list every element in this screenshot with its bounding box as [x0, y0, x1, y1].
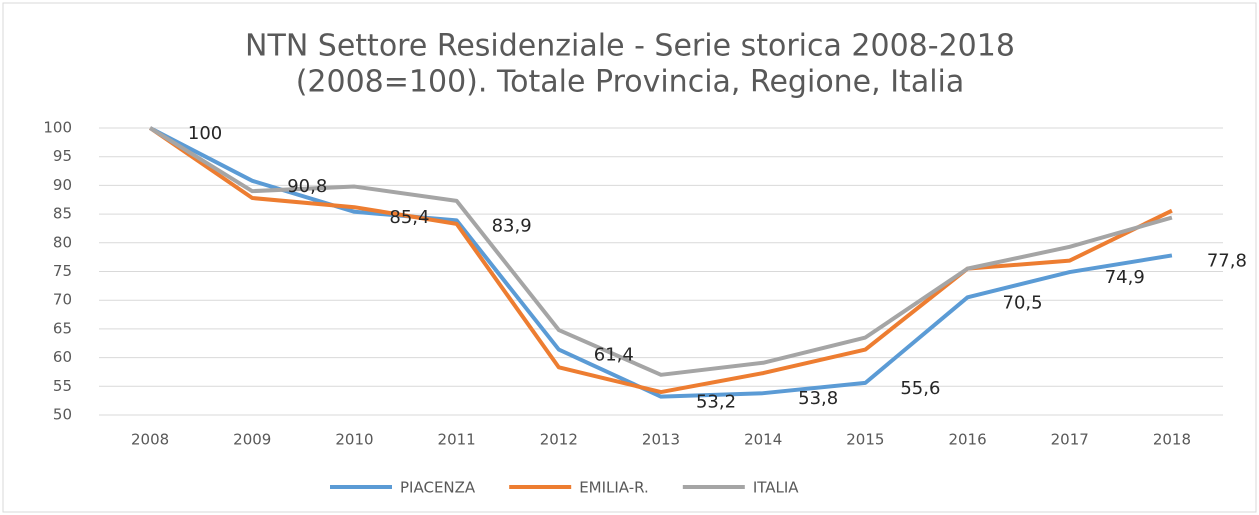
data-label: 74,9: [1105, 267, 1145, 288]
legend-label: ITALIA: [753, 479, 799, 497]
y-tick-label: 95: [53, 147, 72, 165]
x-tick-label: 2013: [642, 431, 680, 449]
y-tick-label: 85: [53, 205, 72, 223]
x-tick-label: 2017: [1051, 431, 1089, 449]
x-tick-label: 2009: [233, 431, 271, 449]
chart-title: (2008=100). Totale Provincia, Regione, I…: [296, 65, 965, 100]
y-tick-label: 50: [53, 406, 72, 424]
data-label: 70,5: [1003, 292, 1043, 313]
x-tick-label: 2008: [131, 431, 169, 449]
data-label: 53,8: [798, 388, 838, 409]
x-tick-label: 2014: [744, 431, 782, 449]
legend-label: PIACENZA: [400, 479, 476, 497]
data-label: 61,4: [594, 345, 634, 366]
x-tick-label: 2010: [335, 431, 373, 449]
data-label: 55,6: [900, 378, 940, 399]
data-label: 85,4: [389, 207, 429, 228]
y-tick-label: 60: [53, 348, 72, 366]
y-tick-label: 65: [53, 319, 72, 337]
x-tick-label: 2016: [948, 431, 986, 449]
data-label: 53,2: [696, 392, 736, 413]
y-tick-label: 80: [53, 233, 72, 251]
line-series: [148, 126, 1173, 395]
data-label: 77,8: [1207, 250, 1247, 271]
y-tick-label: 70: [53, 291, 72, 309]
line-series: [149, 126, 1173, 399]
y-tick-label: 75: [53, 262, 72, 280]
data-label: 83,9: [492, 215, 532, 236]
y-tick-label: 100: [43, 119, 72, 137]
chart-title: NTN Settore Residenziale - Serie storica…: [245, 29, 1015, 64]
y-tick-label: 55: [53, 377, 72, 395]
data-label: 100: [188, 123, 222, 144]
x-tick-label: 2015: [846, 431, 884, 449]
x-tick-label: 2011: [438, 431, 476, 449]
line-series: [149, 126, 1173, 377]
y-tick-label: 90: [53, 176, 72, 194]
data-label: 90,8: [287, 176, 327, 197]
x-tick-label: 2012: [540, 431, 578, 449]
x-tick-label: 2018: [1153, 431, 1191, 449]
legend-label: EMILIA-R.: [579, 479, 649, 497]
